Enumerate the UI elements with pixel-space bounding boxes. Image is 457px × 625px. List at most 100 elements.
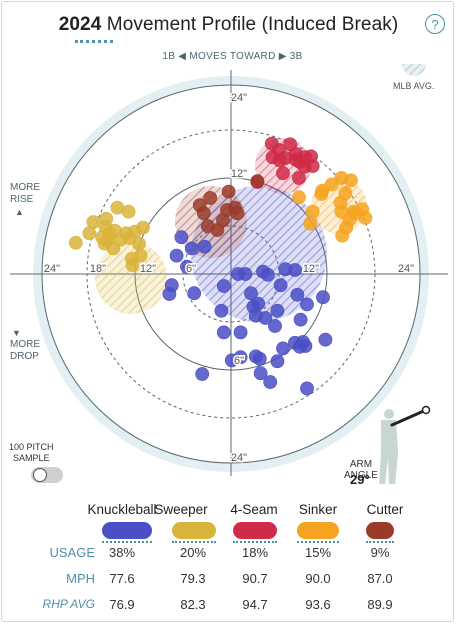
point-knuckleball	[260, 267, 275, 282]
sample-line2: SAMPLE	[13, 453, 50, 463]
ring-label-bottom_24: 24"	[231, 452, 247, 464]
rhp-knuckleball: 76.9	[109, 597, 135, 612]
pill-knuckleball[interactable]	[102, 522, 152, 539]
point-cutter	[250, 174, 265, 189]
pill-4seam[interactable]	[233, 522, 277, 539]
point-cutter	[221, 184, 236, 199]
point-cutter	[203, 191, 218, 205]
pitch-name-4seam: 4-Seam	[230, 502, 278, 517]
usage-knuckleball: 38%	[108, 545, 136, 560]
pill-sweeper[interactable]	[172, 522, 216, 539]
up-arrow-icon: ▲	[15, 207, 24, 217]
point-knuckleball	[296, 335, 310, 349]
point-sinker	[344, 173, 358, 188]
mph-cutter: 87.0	[367, 571, 393, 586]
point-sinker	[305, 204, 320, 219]
more-drop-label: ▼ MORE DROP	[10, 327, 40, 363]
moves-toward-label: MOVES TOWARD	[189, 51, 276, 62]
point-knuckleball	[233, 325, 248, 340]
point-knuckleball	[253, 366, 268, 381]
pill-underline-sweeper	[172, 541, 216, 543]
pitcher-head	[384, 409, 394, 419]
usage-label: USAGE	[49, 545, 95, 560]
point-knuckleball	[214, 303, 229, 318]
point-knuckleball	[290, 287, 305, 302]
point-knuckleball	[273, 278, 288, 293]
ring-label-right_24: 24"	[398, 263, 414, 275]
point-knuckleball	[238, 267, 253, 281]
sample-label: 100 PITCH SAMPLE	[9, 442, 54, 464]
mph-label: MPH	[66, 571, 95, 586]
mlb-avg-zone-sweeper	[95, 242, 167, 314]
ring-label-left_12: 12"	[140, 263, 156, 275]
point-knuckleball	[216, 325, 231, 340]
arm-angle-figure	[379, 405, 431, 484]
pill-sinker[interactable]	[297, 522, 339, 539]
ring-label-bottom_6: 6"	[234, 355, 244, 367]
ring-label-top_12: 12"	[231, 168, 247, 180]
arm-label-line2: ANGLE	[344, 470, 378, 481]
point-knuckleball	[224, 353, 239, 368]
pill-cutter[interactable]	[366, 522, 394, 539]
point-sinker	[335, 228, 350, 243]
pitch-name-sweeper: Sweeper	[154, 502, 208, 517]
point-knuckleball	[251, 296, 266, 311]
point-knuckleball	[300, 297, 314, 312]
more-rise-label: MORE RISE ▲	[10, 182, 40, 218]
point-knuckleball	[244, 286, 258, 301]
pitch-name-cutter: Cutter	[366, 502, 404, 517]
rhp-4seam: 94.7	[242, 597, 268, 612]
point-knuckleball	[263, 375, 278, 389]
first-base-label: 1B ◀	[162, 51, 187, 62]
point-knuckleball	[270, 303, 285, 318]
title-text: Movement Profile (Induced Break)	[106, 14, 399, 35]
down-arrow-icon: ▼	[12, 328, 21, 338]
point-sinker	[303, 216, 318, 231]
sample-toggle[interactable]	[31, 467, 63, 483]
arm-label-line1: ARM	[349, 459, 373, 470]
usage-sinker: 15%	[304, 545, 332, 560]
pill-underline-cutter	[366, 541, 394, 543]
point-knuckleball	[318, 332, 333, 347]
point-cutter	[196, 206, 211, 221]
point-knuckleball	[216, 279, 231, 293]
point-sweeper	[68, 235, 83, 250]
pill-underline-4seam	[233, 541, 277, 543]
point-4seam	[297, 159, 312, 174]
pitch-name-sinker: Sinker	[298, 502, 338, 517]
point-knuckleball	[270, 354, 285, 369]
help-button[interactable]: ?	[425, 14, 445, 34]
point-sweeper	[121, 204, 136, 219]
pill-underline-sinker	[297, 541, 339, 543]
rhp-sinker: 93.6	[305, 597, 331, 612]
point-knuckleball	[293, 312, 308, 327]
point-knuckleball	[276, 341, 290, 356]
rhp-sweeper: 82.3	[180, 597, 206, 612]
ring-label-left_6: 6"	[186, 263, 196, 275]
point-sweeper	[82, 226, 97, 241]
mlb-avg-swatch	[402, 64, 426, 76]
point-sinker	[292, 190, 306, 205]
more-drop-line1: MORE	[10, 339, 40, 350]
mph-sweeper: 79.3	[180, 571, 206, 586]
arm-angle-label: ARM ANGLE	[344, 459, 378, 481]
point-knuckleball	[258, 311, 273, 325]
more-rise-line2: RISE	[10, 194, 34, 205]
usage-4seam: 18%	[241, 545, 269, 560]
point-cutter	[200, 219, 215, 233]
point-4seam	[272, 153, 287, 168]
point-knuckleball	[184, 241, 199, 256]
point-sinker	[324, 177, 339, 192]
ring-label-left_24: 24"	[44, 263, 60, 275]
direction-label: 1B ◀ MOVES TOWARD ▶ 3B	[0, 51, 457, 62]
point-knuckleball	[316, 290, 330, 305]
title-year[interactable]: 2024	[58, 14, 102, 35]
pill-underline-knuckleball	[102, 541, 152, 543]
pitch-name-knuckleball: Knuckleball	[87, 502, 157, 517]
point-knuckleball	[169, 248, 184, 263]
point-knuckleball	[174, 230, 189, 245]
movement-chart: 24" 12" 24" 18" 12" 6" 12" 24" 24" 6"	[10, 64, 448, 484]
toggle-knob[interactable]	[33, 468, 47, 482]
arm-angle-ball	[421, 405, 431, 415]
usage-cutter: 9%	[370, 545, 390, 560]
